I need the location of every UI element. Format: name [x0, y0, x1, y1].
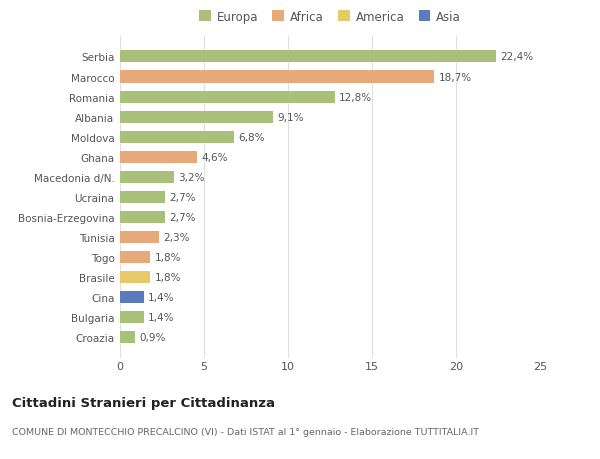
Text: 22,4%: 22,4%: [500, 52, 533, 62]
Text: 18,7%: 18,7%: [439, 73, 472, 82]
Bar: [120, 171, 174, 183]
Bar: [120, 252, 150, 263]
Text: 6,8%: 6,8%: [238, 132, 265, 142]
Bar: [120, 271, 150, 283]
Bar: [120, 51, 496, 63]
Bar: [120, 212, 166, 224]
Bar: [120, 151, 197, 163]
Bar: [120, 112, 273, 123]
Text: COMUNE DI MONTECCHIO PRECALCINO (VI) - Dati ISTAT al 1° gennaio - Elaborazione T: COMUNE DI MONTECCHIO PRECALCINO (VI) - D…: [12, 427, 479, 436]
Text: Cittadini Stranieri per Cittadinanza: Cittadini Stranieri per Cittadinanza: [12, 396, 275, 409]
Text: 0,9%: 0,9%: [139, 332, 166, 342]
Bar: [120, 91, 335, 103]
Bar: [120, 291, 143, 303]
Bar: [120, 331, 135, 343]
Bar: [120, 71, 434, 84]
Text: 3,2%: 3,2%: [178, 173, 205, 182]
Text: 2,7%: 2,7%: [170, 213, 196, 222]
Text: 1,8%: 1,8%: [154, 272, 181, 282]
Legend: Europa, Africa, America, Asia: Europa, Africa, America, Asia: [199, 11, 461, 23]
Text: 9,1%: 9,1%: [277, 112, 304, 123]
Text: 2,3%: 2,3%: [163, 232, 190, 242]
Text: 1,4%: 1,4%: [148, 292, 174, 302]
Text: 1,4%: 1,4%: [148, 313, 174, 322]
Bar: [120, 311, 143, 324]
Text: 4,6%: 4,6%: [202, 152, 228, 162]
Bar: [120, 231, 158, 243]
Text: 2,7%: 2,7%: [170, 192, 196, 202]
Text: 12,8%: 12,8%: [339, 92, 373, 102]
Bar: [120, 131, 234, 143]
Text: 1,8%: 1,8%: [154, 252, 181, 263]
Bar: [120, 191, 166, 203]
